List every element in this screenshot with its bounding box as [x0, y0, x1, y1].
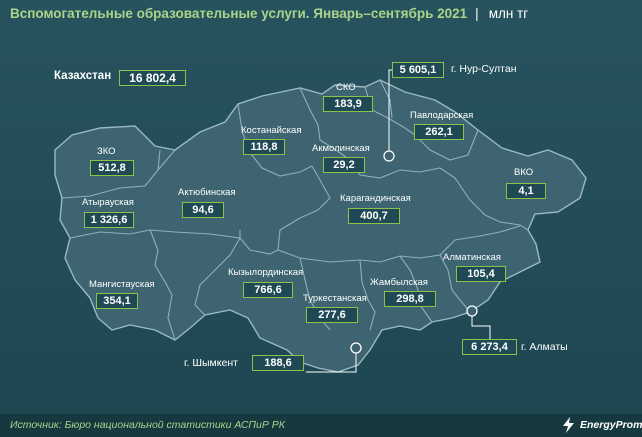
source-note: Источник: Бюро национальной статистики А… — [10, 419, 285, 431]
region-value-aktobe: 94,6 — [182, 202, 224, 218]
city-value-shymkent: 188,6 — [252, 355, 304, 371]
region-value-atyrau: 1 326,6 — [84, 212, 134, 228]
region-value-sko: 183,9 — [323, 96, 373, 112]
region-label-kostanay: Костанайская — [241, 125, 302, 136]
region-label-zko: ЗКО — [97, 146, 116, 157]
unit-label: млн тг — [488, 6, 529, 21]
region-value-zko: 512,8 — [90, 160, 134, 176]
region-value-pavlodar: 262,1 — [414, 124, 464, 140]
city-label-almaty: г. Алматы — [521, 341, 568, 353]
region-label-aktobe: Актюбинская — [178, 187, 236, 198]
city-value-nur-sultan: 5 605,1 — [392, 62, 444, 78]
region-value-kyzylorda: 766,6 — [243, 282, 293, 298]
region-label-vko: ВКО — [514, 167, 534, 178]
region-value-almaty-obl: 105,4 — [456, 266, 506, 282]
region-label-sko: СКО — [336, 82, 356, 93]
region-value-kostanay: 118,8 — [243, 139, 285, 155]
region-label-turkestan: Туркестанская — [303, 293, 367, 304]
region-value-turkestan: 277,6 — [306, 307, 358, 323]
city-label-nur-sultan: г. Нур-Султан — [451, 63, 517, 75]
brand-name: EnergyProm — [580, 419, 642, 431]
region-value-vko: 4,1 — [506, 183, 546, 199]
shymkent-marker — [350, 342, 362, 354]
region-label-atyrau: Атырауская — [82, 197, 134, 208]
kazakhstan-label: Казахстан — [54, 70, 112, 82]
city-value-almaty: 6 273,4 — [462, 339, 517, 355]
footer-bar — [0, 414, 642, 437]
leader-lines — [306, 69, 491, 373]
region-value-zhambyl: 298,8 — [384, 291, 436, 307]
title-separator: | — [475, 6, 479, 21]
region-value-mangistau: 354,1 — [96, 293, 138, 309]
region-value-karaganda: 400,7 — [348, 208, 400, 224]
region-label-pavlodar: Павлодарская — [410, 110, 474, 121]
city-label-shymkent: г. Шымкент — [184, 357, 238, 369]
region-label-mangistau: Мангистауская — [89, 279, 155, 290]
region-label-akmola: Акмолинская — [312, 143, 370, 154]
nur-sultan-marker — [383, 150, 395, 162]
energyprom-logo-icon — [563, 417, 574, 433]
title-text: Вспомогательные образовательные услуги. … — [10, 6, 468, 21]
chart-title: Вспомогательные образовательные услуги. … — [10, 6, 528, 21]
region-label-almaty-obl: Алматинская — [443, 252, 501, 263]
country-outline — [54, 79, 587, 373]
region-label-karaganda: Карагандинская — [340, 193, 411, 204]
region-label-zhambyl: Жамбылская — [370, 277, 428, 288]
almaty-marker — [466, 305, 478, 317]
region-label-kyzylorda: Кызылординская — [228, 267, 304, 278]
region-value-akmola: 29,2 — [323, 157, 365, 173]
kazakhstan-value: 16 802,4 — [119, 70, 186, 86]
